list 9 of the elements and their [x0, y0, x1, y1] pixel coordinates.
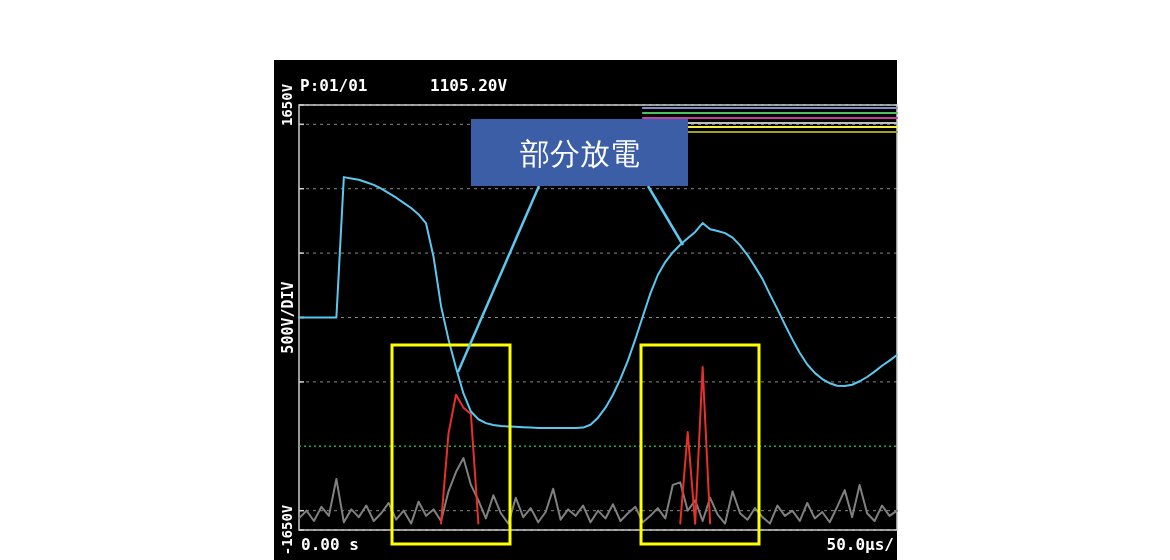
callout: 部分放電	[471, 119, 688, 186]
text: 50.0µs/	[826, 535, 894, 554]
text: 0.00 s	[301, 535, 359, 554]
text: P:01/01	[300, 76, 368, 95]
y-tick-label: -1650V	[279, 504, 295, 556]
text: 1105.20V	[430, 76, 508, 95]
y-tick-label: 1650V	[279, 83, 295, 127]
y-axis-title: 500V/DIV	[279, 281, 297, 354]
annotation: 部分放電	[519, 135, 640, 171]
